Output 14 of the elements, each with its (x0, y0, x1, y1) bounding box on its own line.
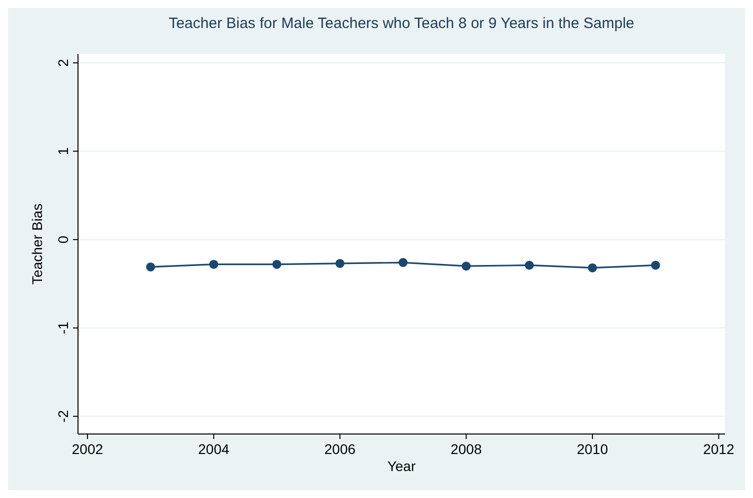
x-axis-title: Year (387, 458, 416, 474)
y-tick-label: -1 (55, 322, 71, 334)
x-tick-label: 2006 (324, 441, 356, 457)
y-tick-label: -2 (55, 410, 71, 423)
chart-title: Teacher Bias for Male Teachers who Teach 8 or 9 Years in the Sample (168, 15, 634, 32)
x-tick-label: 2004 (198, 441, 230, 457)
x-tick-label: 2008 (450, 441, 482, 457)
x-tick-label: 2010 (576, 441, 608, 457)
x-tick-label: 2012 (703, 441, 734, 457)
y-axis-title: Teacher Bias (29, 204, 45, 284)
y-tick-label: 1 (55, 147, 71, 156)
y-tick-label: 0 (55, 235, 71, 244)
y-tick-label: 2 (55, 58, 71, 67)
x-tick-label: 2002 (72, 441, 104, 457)
